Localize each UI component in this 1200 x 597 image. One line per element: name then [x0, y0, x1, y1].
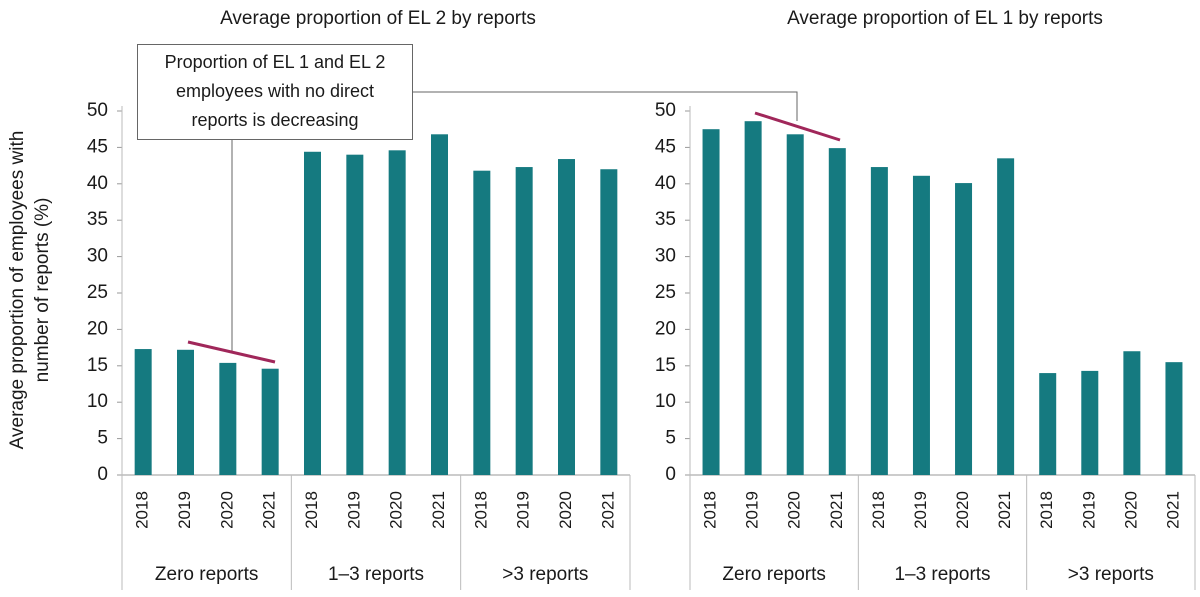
y-tick-label: 25	[655, 282, 676, 303]
bar	[1039, 373, 1057, 475]
trend-line	[187, 340, 276, 364]
y-tick-label: 40	[655, 173, 676, 194]
bar	[304, 151, 321, 475]
y-tick-label: 0	[97, 464, 108, 485]
x-tick-label: 2020	[953, 491, 972, 529]
x-tick-label: 2021	[995, 491, 1014, 529]
bar	[177, 349, 194, 475]
y-tick-label: 20	[655, 318, 676, 339]
y-tick-label: 30	[655, 246, 676, 267]
x-tick-label: 2019	[514, 491, 533, 529]
x-tick-label: 2020	[556, 491, 575, 529]
bar	[515, 167, 533, 475]
bar	[828, 148, 846, 476]
bar	[558, 159, 575, 475]
bar	[346, 154, 364, 475]
y-tick-label: 10	[655, 391, 676, 412]
bar	[786, 134, 804, 475]
y-tick-label: 35	[655, 209, 676, 230]
y-tick-label: 50	[655, 100, 676, 121]
x-tick-label: 2019	[1079, 491, 1098, 529]
trend-line	[754, 111, 841, 142]
y-tick-label: 40	[87, 173, 108, 194]
x-tick-label: 2021	[827, 491, 846, 529]
x-tick-label: 2019	[743, 491, 762, 529]
group-label: Zero reports	[155, 564, 258, 585]
x-tick-label: 2018	[701, 491, 720, 529]
y-tick-label: 45	[87, 136, 108, 157]
x-tick-label: 2021	[598, 491, 617, 529]
x-tick-label: 2019	[344, 491, 363, 529]
group-label: 1–3 reports	[894, 564, 990, 585]
bar	[473, 170, 491, 476]
x-tick-label: 2021	[260, 491, 279, 529]
y-tick-label: 25	[87, 282, 108, 303]
y-axis-label: Average proportion of employees with numb…	[7, 131, 53, 450]
group-label: >3 reports	[502, 564, 588, 585]
x-tick-label: 2020	[1121, 491, 1140, 529]
bar	[219, 362, 237, 475]
y-tick-label: 5	[665, 428, 676, 449]
bar	[1123, 351, 1141, 475]
bar	[870, 167, 888, 475]
y-tick-label: 15	[655, 355, 676, 376]
x-tick-label: 2021	[429, 491, 448, 529]
bar	[955, 183, 973, 475]
bar	[1081, 370, 1099, 475]
y-tick-label: 10	[87, 391, 108, 412]
bar	[702, 129, 720, 475]
annotation: Proportion of EL 1 and EL 2 employees wi…	[137, 44, 413, 140]
chart-title: Average proportion of EL 1 by reports	[787, 8, 1103, 29]
y-tick-label: 50	[87, 100, 108, 121]
x-tick-label: 2018	[133, 491, 152, 529]
x-tick-label: 2020	[217, 491, 236, 529]
x-tick-label: 2021	[1163, 491, 1182, 529]
bar	[600, 169, 618, 476]
chart-title: Average proportion of EL 2 by reports	[220, 8, 536, 29]
bar	[912, 175, 930, 476]
x-tick-label: 2020	[387, 491, 406, 529]
y-tick-label: 5	[97, 428, 108, 449]
y-tick-label: 45	[655, 136, 676, 157]
x-tick-label: 2018	[1037, 491, 1056, 529]
y-tick-label: 15	[87, 355, 108, 376]
bar	[261, 368, 279, 475]
y-tick-label: 20	[87, 318, 108, 339]
x-tick-label: 2018	[471, 491, 490, 529]
x-tick-label: 2020	[785, 491, 804, 529]
connector	[413, 91, 798, 121]
x-tick-label: 2019	[911, 491, 930, 529]
x-tick-label: 2018	[302, 491, 321, 529]
x-tick-label: 2019	[175, 491, 194, 529]
bar	[1165, 362, 1183, 475]
bar	[431, 134, 448, 475]
bar	[744, 121, 762, 475]
y-tick-label: 35	[87, 209, 108, 230]
bar	[388, 150, 406, 475]
group-label: 1–3 reports	[328, 564, 424, 585]
y-tick-label: 30	[87, 246, 108, 267]
x-tick-label: 2018	[869, 491, 888, 529]
y-tick-label: 0	[665, 464, 676, 485]
group-label: >3 reports	[1068, 564, 1154, 585]
group-label: Zero reports	[722, 564, 825, 585]
bar	[134, 349, 152, 475]
bar	[997, 158, 1015, 475]
